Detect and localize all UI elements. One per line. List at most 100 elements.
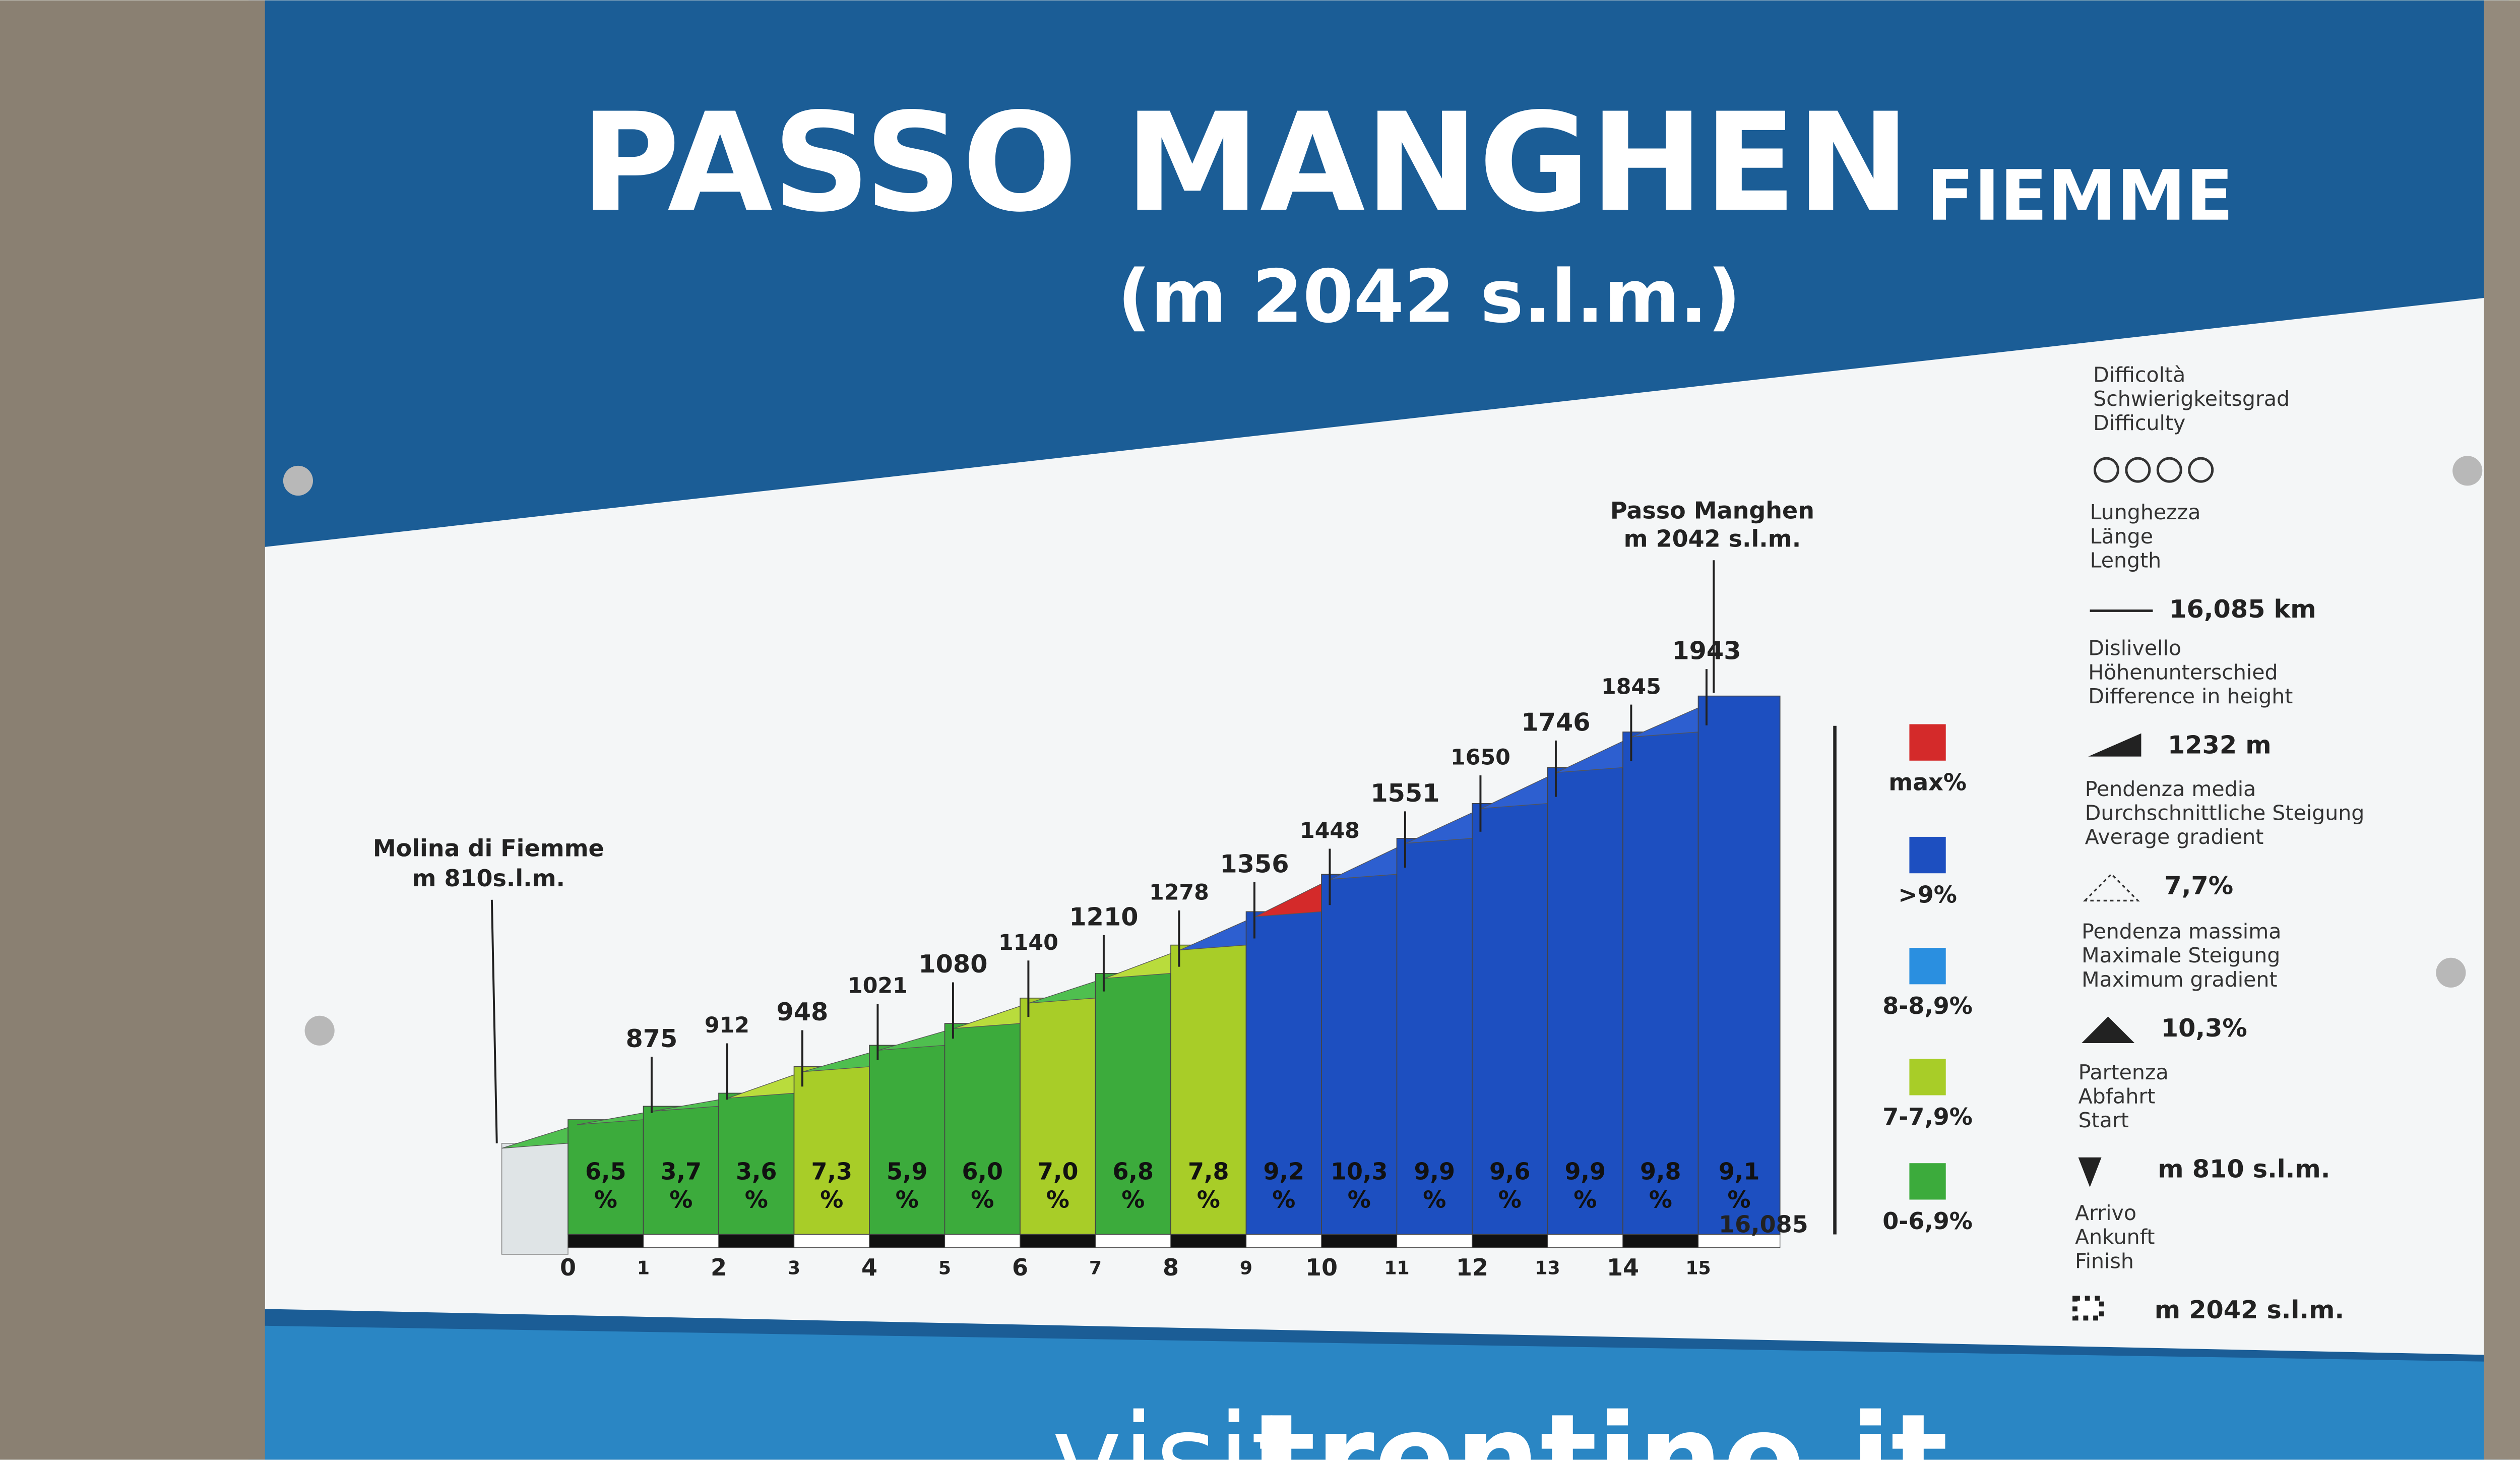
gradient-label: 7,3	[811, 1158, 853, 1185]
difficulty-icon	[2093, 457, 2119, 483]
segment	[718, 1092, 795, 1235]
km-label: 5	[938, 1257, 951, 1279]
segment	[1396, 838, 1473, 1235]
info-value: 7,7%	[2164, 871, 2233, 900]
gradient-label: 6,0	[962, 1158, 1002, 1185]
km-label: 13	[1535, 1257, 1560, 1279]
info-text: Partenza	[2078, 1060, 2169, 1084]
km-label: 14	[1607, 1254, 1639, 1281]
footer-band	[248, 1325, 2509, 1460]
elevation-label: 1080	[918, 949, 987, 979]
legend-label: max%	[1888, 768, 1967, 796]
gradient-unit: %	[745, 1186, 768, 1213]
info-value: 1232 m	[2168, 730, 2272, 759]
gradient-unit: %	[820, 1186, 843, 1213]
gradient-unit: %	[1728, 1186, 1751, 1213]
screw	[283, 465, 313, 496]
gradient-unit: %	[1498, 1186, 1522, 1213]
km-band	[568, 1234, 644, 1248]
km-band	[1472, 1234, 1548, 1248]
elevation-label: 1278	[1149, 880, 1209, 905]
gradient-unit: %	[594, 1186, 617, 1213]
info-value: m 2042 s.l.m.	[2155, 1295, 2344, 1324]
segment	[1472, 803, 1548, 1235]
elevation-label: 1021	[848, 974, 908, 999]
info-text: Difficoltà	[2093, 363, 2185, 387]
info-value: 10,3%	[2161, 1013, 2247, 1043]
start-icon	[2078, 1157, 2102, 1187]
gradient-unit: %	[1348, 1186, 1371, 1213]
gradient-label: 9,9	[1564, 1158, 1606, 1185]
info-text: Average gradient	[2085, 825, 2264, 849]
info-text: Maximum gradient	[2082, 967, 2277, 992]
legend-label: 7-7,9%	[1882, 1103, 1973, 1130]
footer-brand: trentino.it	[1258, 1388, 1948, 1460]
start-block	[501, 1142, 569, 1255]
title: PASSO MANGHEN	[581, 84, 1910, 242]
difficulty-icon	[2125, 457, 2151, 483]
info-value: m 810 s.l.m.	[2158, 1154, 2330, 1184]
elevation-label: 1551	[1370, 778, 1439, 808]
elevation-label: 1943	[1672, 636, 1741, 665]
elevation-label: 1356	[1220, 849, 1289, 878]
gradient-label: 9,9	[1414, 1158, 1455, 1185]
info-text: Dislivello	[2088, 636, 2181, 660]
gradient-unit: %	[1272, 1186, 1295, 1213]
gradient-unit: %	[1573, 1186, 1597, 1213]
gradient-label: 9,2	[1263, 1158, 1304, 1185]
legend-swatch	[1909, 724, 1946, 761]
km-label: 8	[1163, 1254, 1179, 1281]
km-band	[1170, 1234, 1247, 1248]
elevation-label: 912	[705, 1013, 749, 1038]
km-band	[869, 1234, 946, 1248]
km-label: 10	[1305, 1254, 1338, 1281]
km-label: 16,085	[1719, 1211, 1808, 1238]
segment	[643, 1106, 719, 1235]
km-band	[1020, 1234, 1096, 1248]
km-label: 2	[711, 1254, 727, 1281]
gradient-unit: %	[1197, 1186, 1220, 1213]
gradient-unit: %	[971, 1186, 994, 1213]
segment	[1095, 972, 1171, 1235]
segment	[793, 1066, 870, 1235]
segment	[1547, 767, 1623, 1235]
screw	[304, 1015, 335, 1046]
difficulty-icon	[2156, 457, 2182, 483]
start-name: Molina di Fiemme	[373, 835, 604, 862]
elevation-label: 875	[626, 1024, 678, 1053]
gradient-unit: %	[669, 1186, 692, 1213]
km-band	[1095, 1234, 1171, 1248]
screw	[2436, 957, 2466, 988]
elevation-label: 1746	[1521, 708, 1590, 737]
km-label: 6	[1012, 1254, 1028, 1281]
legend-swatch	[1909, 1059, 1946, 1096]
info-text: Länge	[2090, 524, 2153, 549]
km-label: 9	[1240, 1257, 1252, 1279]
info-text: Ankunft	[2075, 1225, 2155, 1249]
footer-prefix: visit	[1051, 1388, 1297, 1460]
info-text: Abfahrt	[2078, 1084, 2156, 1108]
finish-altitude: m 2042 s.l.m.	[1624, 525, 1801, 552]
gradient-label: 9,1	[1719, 1158, 1760, 1185]
km-label: 4	[861, 1254, 877, 1281]
km-label: 3	[788, 1257, 800, 1279]
altitude: (m 2042 s.l.m.)	[1117, 255, 1741, 339]
gradient-unit: %	[1121, 1186, 1145, 1213]
avg-icon	[2083, 873, 2140, 902]
right-post	[2484, 0, 2520, 1460]
km-band	[1622, 1234, 1699, 1248]
max-icon	[2082, 1016, 2135, 1043]
km-label: 12	[1456, 1254, 1488, 1281]
km-band	[1245, 1234, 1322, 1248]
info-text: Höhenunterschied	[2088, 660, 2278, 684]
elevation-label: 948	[777, 997, 829, 1026]
info-text: Schwierigkeitsgrad	[2093, 387, 2290, 411]
segment	[1245, 911, 1322, 1235]
legend-swatch	[1909, 948, 1946, 985]
info-text: Finish	[2075, 1249, 2134, 1273]
km-label: 1	[637, 1257, 650, 1279]
km-label: 15	[1685, 1257, 1711, 1279]
legend-swatch	[1909, 1163, 1946, 1200]
gradient-label: 3,6	[736, 1158, 777, 1185]
segment	[1697, 695, 1781, 1235]
